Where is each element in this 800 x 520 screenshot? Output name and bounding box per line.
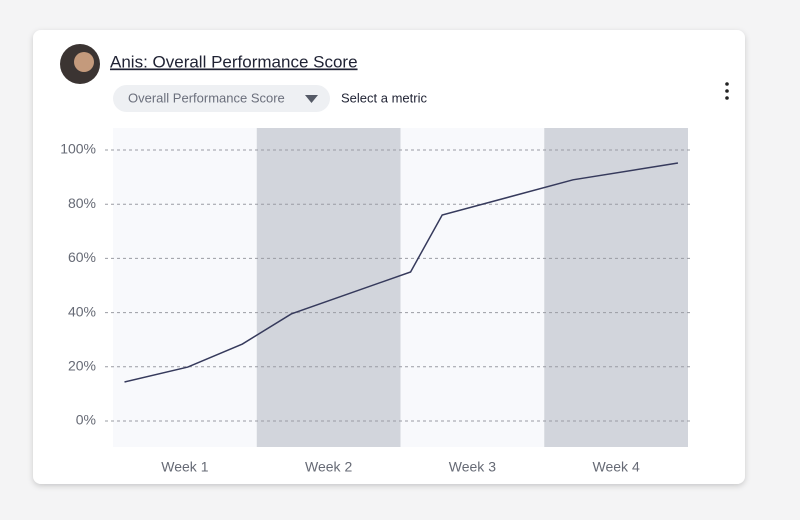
y-tick-label: 80% bbox=[68, 195, 96, 211]
x-tick-label: Week 1 bbox=[161, 459, 208, 475]
dropdown-label: Overall Performance Score bbox=[128, 90, 285, 105]
week-band bbox=[256, 128, 401, 447]
dropdown[interactable] bbox=[113, 85, 330, 112]
week-band bbox=[544, 128, 688, 447]
y-tick-label: 100% bbox=[60, 141, 96, 157]
week-band bbox=[113, 128, 257, 447]
week-band bbox=[400, 128, 545, 447]
x-tick-label: Week 2 bbox=[305, 459, 352, 475]
x-tick-label: Week 4 bbox=[593, 459, 640, 475]
title[interactable]: Anis: Overall Performance Score bbox=[110, 52, 358, 71]
plot: 0% 20% 40% 60% 80% 100% Week 1 Week 2 Week 3 Week… bbox=[60, 128, 693, 475]
menu-button[interactable] bbox=[725, 82, 729, 100]
y-tick-label: 40% bbox=[68, 303, 96, 319]
y-tick-label: 20% bbox=[68, 358, 96, 374]
hint: Select a metric bbox=[341, 90, 427, 105]
avatar-face bbox=[74, 52, 94, 72]
y-tick-label: 0% bbox=[76, 412, 96, 428]
dropdown-arrow bbox=[305, 95, 318, 103]
y-tick-label: 60% bbox=[68, 249, 96, 265]
line bbox=[124, 162, 679, 383]
x-tick-label: Week 3 bbox=[449, 459, 496, 475]
